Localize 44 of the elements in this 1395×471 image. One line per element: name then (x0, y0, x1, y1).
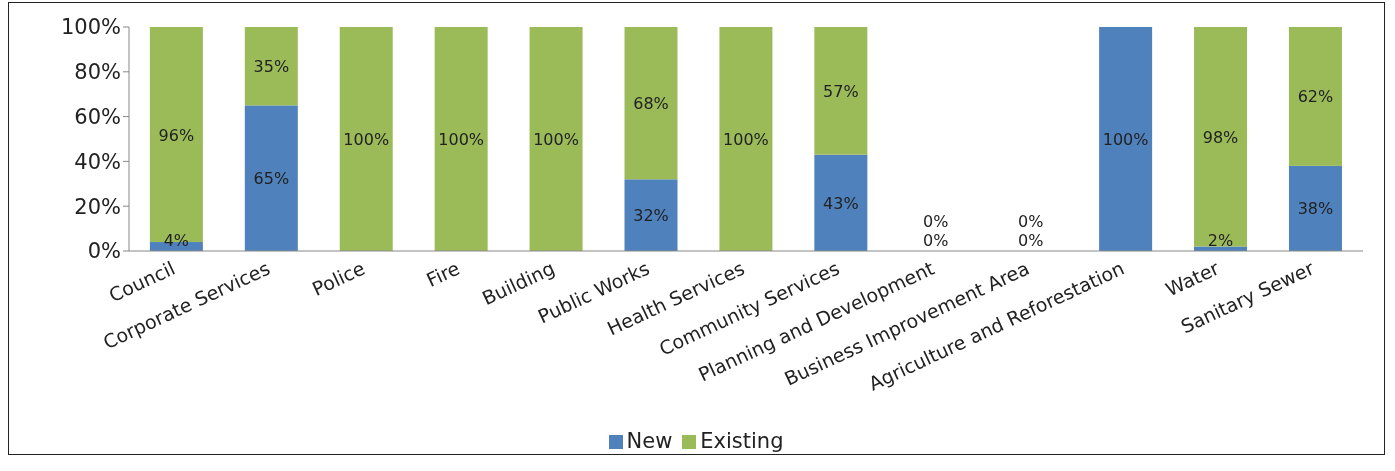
bar (244, 27, 298, 106)
bar (339, 27, 393, 251)
data-label: 32% (633, 206, 669, 226)
data-label: 35% (253, 57, 290, 77)
data-label: 62% (1297, 87, 1334, 107)
data-label: 68% (633, 94, 669, 114)
data-label: 65% (253, 169, 290, 189)
data-label: 100% (1102, 130, 1149, 149)
y-tick-label: 40% (74, 149, 121, 174)
y-tick-label: 60% (74, 105, 121, 130)
data-label: 96% (158, 125, 195, 145)
data-label: 38% (1297, 199, 1334, 219)
data-label: 0% (1018, 231, 1044, 250)
bar (1288, 27, 1342, 166)
data-label: 100% (438, 130, 485, 149)
bar (624, 27, 678, 180)
legend-label: New (626, 429, 673, 453)
y-tick-label: 20% (74, 194, 121, 219)
data-label: 0% (1018, 212, 1044, 231)
bar (624, 179, 678, 251)
data-label: 100% (343, 130, 390, 149)
y-tick-label: 100% (60, 15, 121, 40)
data-label: 43% (823, 193, 859, 213)
bar (434, 27, 488, 251)
x-tick-label: Fire (422, 256, 463, 291)
data-label: 98% (1202, 127, 1239, 147)
legend-label: Existing (700, 429, 784, 453)
bar (244, 105, 298, 251)
bar (1194, 27, 1248, 247)
data-label: 100% (723, 130, 769, 149)
data-label: 2% (1207, 231, 1234, 250)
bar (1288, 165, 1342, 251)
bar (529, 27, 583, 251)
y-tick-label: 0% (87, 239, 121, 264)
bar (814, 154, 868, 251)
data-label: 0% (923, 212, 949, 231)
data-label: 100% (533, 130, 579, 149)
data-label: 0% (923, 231, 949, 250)
y-tick-label: 80% (74, 60, 121, 85)
bar (814, 27, 868, 155)
data-label: 57% (823, 81, 859, 101)
x-tick-label: Police (308, 256, 368, 300)
bar (1099, 27, 1153, 251)
bar (719, 27, 773, 251)
